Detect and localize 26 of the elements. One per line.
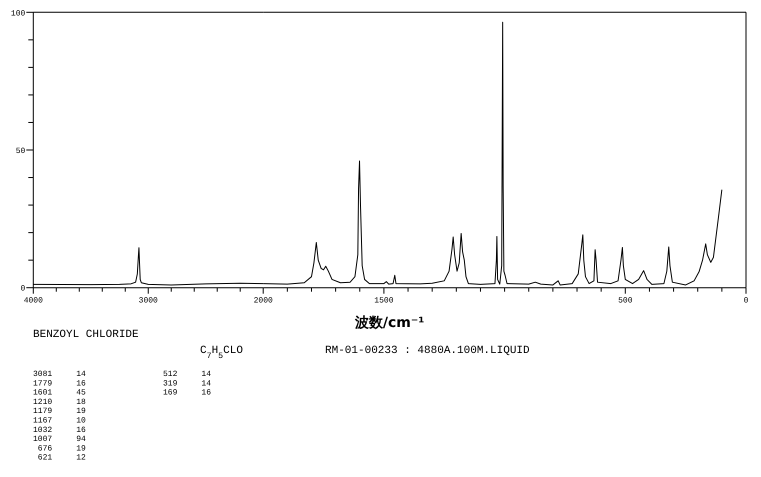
text: 621 12 (33, 454, 86, 463)
x-axis-title: 波数/cm⁻¹ (354, 315, 424, 331)
text: 1007 94 (33, 435, 86, 444)
x-tick-label: 4000 (24, 296, 44, 306)
text: 1601 45 (33, 388, 86, 398)
text: C$_{7}$H$_{5}$CLO (200, 345, 244, 360)
y-tick-label: 100 (10, 9, 26, 18)
text: 319 14 (163, 379, 212, 388)
text: RM-01-00233 : 4880A.100M.LIQUID (325, 345, 530, 357)
text: 1210 18 (33, 398, 86, 407)
y-tick-label: 0 (20, 284, 26, 294)
text: 512 14 (163, 370, 212, 379)
text: 676 19 (33, 444, 86, 454)
text: 1032 16 (33, 426, 86, 435)
x-tick-label: 0 (744, 296, 749, 306)
text: 1167 10 (33, 416, 86, 426)
x-tick-label: 1500 (374, 296, 394, 306)
x-tick-label: 2000 (254, 296, 274, 306)
text: 169 16 (163, 388, 212, 398)
x-tick-label: 500 (618, 296, 633, 306)
text: 3081 14 (33, 370, 86, 379)
y-tick-label: 50 (16, 147, 26, 156)
text: BENZOYL CHLORIDE (33, 329, 140, 341)
text: 1779 16 (33, 379, 86, 388)
x-tick-label: 3000 (138, 296, 158, 306)
text: 1179 19 (33, 407, 86, 416)
